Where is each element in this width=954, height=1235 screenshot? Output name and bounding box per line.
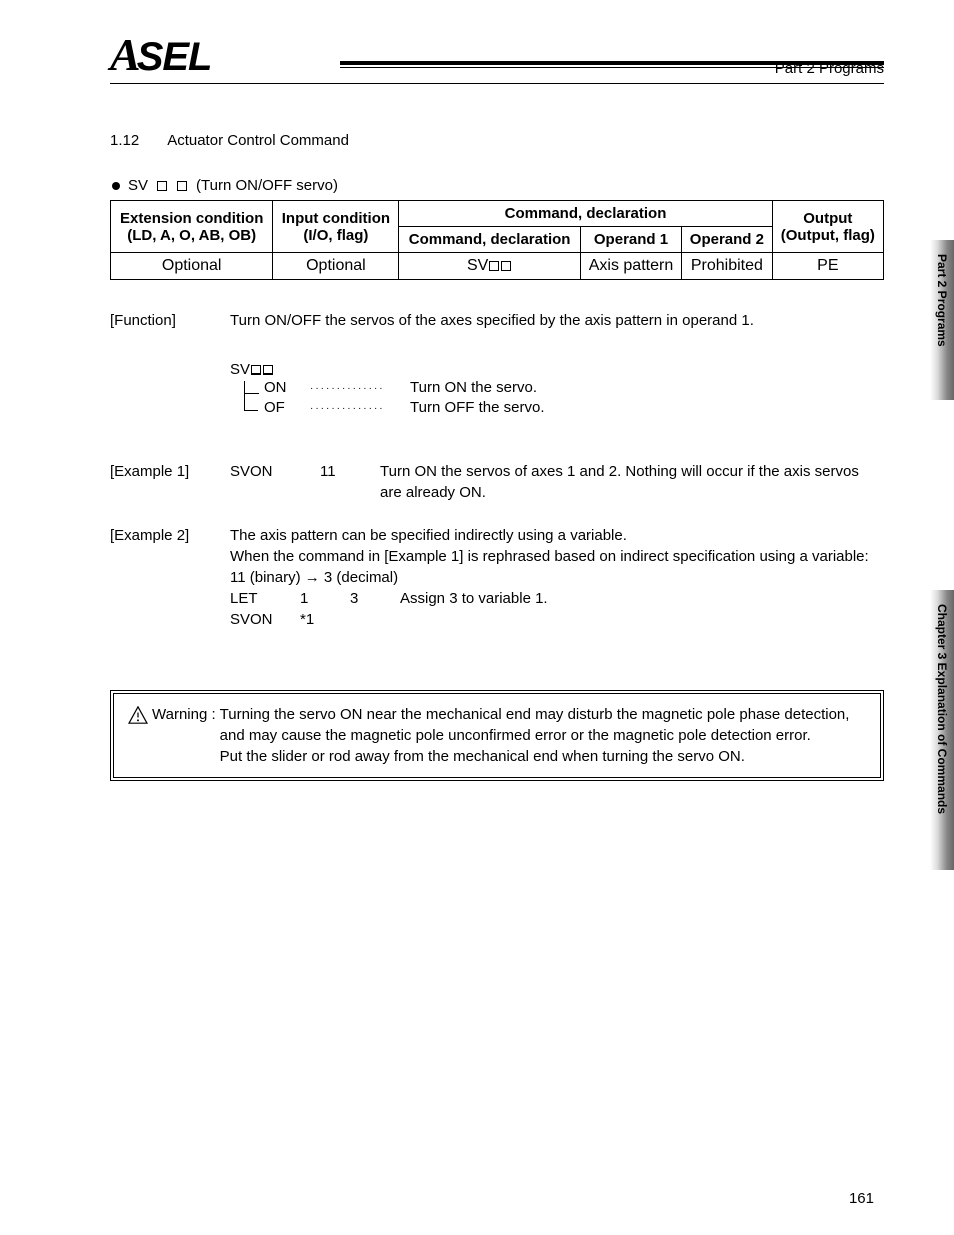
example2-line2: When the command in [Example 1] is rephr… [230,546,884,567]
bullet-suffix: (Turn ON/OFF servo) [196,177,338,194]
th-operand2: Operand 2 [682,227,773,253]
logo-letters-sel: SEL [137,35,212,80]
example2-block: [Example 2] The axis pattern can be spec… [110,525,884,630]
svon-arg1: *1 [300,609,350,630]
page-header: A SEL Part 2 Programs [110,28,884,84]
command-table: Extension condition (LD, A, O, AB, OB) I… [110,200,884,280]
th-extension: Extension condition (LD, A, O, AB, OB) [111,201,273,253]
warning-label: Warning : [152,704,216,767]
section-number: 1.12 [110,132,139,149]
let-cmd: LET [230,588,300,609]
example1-cmd: SVON [230,461,320,503]
page-content: A SEL Part 2 Programs 1.12 Actuator Cont… [0,0,954,781]
warning-line1: Turning the servo ON near the mechanical… [220,704,866,746]
branch-bracket-icon [244,381,258,411]
example2-svon-row: SVON *1 [230,609,884,630]
th-command-decl: Command, declaration [399,201,772,227]
warning-line2: Put the slider or rod away from the mech… [220,746,866,767]
example2-line1: The axis pattern can be specified indire… [230,525,884,546]
asel-logo: A SEL [110,28,211,81]
warning-text: Turning the servo ON near the mechanical… [220,704,866,767]
example2-label: [Example 2] [110,525,230,546]
let-arg1: 1 [300,588,350,609]
command-bullet: SV (Turn ON/OFF servo) [110,177,884,194]
placeholder-box-icon [177,181,187,191]
example1-arg: 11 [320,461,380,503]
example1-block: [Example 1] SVON 11 Turn ON the servos o… [110,461,884,503]
th-extension-sub: (LD, A, O, AB, OB) [117,227,266,244]
th-output-label: Output [779,210,877,227]
td-command-text: SV [467,257,488,274]
example2-let-row: LET 1 3 Assign 3 to variable 1. [230,588,884,609]
function-label: [Function] [110,310,230,331]
th-output: Output (Output, flag) [772,201,883,253]
svon-cmd: SVON [230,609,300,630]
bullet-prefix: SV [128,177,148,194]
section-name: Actuator Control Command [167,132,349,149]
td-input: Optional [273,253,399,280]
th-output-sub: (Output, flag) [779,227,877,244]
placeholder-box-icon [251,365,261,375]
let-desc: Assign 3 to variable 1. [400,588,884,609]
let-arg2: 3 [350,588,400,609]
example2-line3: 11 (binary) → 3 (decimal) [230,567,884,588]
leader-dots-icon: ·············· [310,383,385,394]
branch-on: ON [264,379,287,396]
header-rule [340,61,884,65]
placeholder-box-icon [263,365,273,375]
placeholder-box-icon [489,261,499,271]
sv-root: SV [230,361,274,378]
th-operand1: Operand 1 [580,227,681,253]
function-text: Turn ON/OFF the servos of the axes speci… [230,310,884,331]
logo-letter-a: A [110,28,139,81]
th-input-sub: (I/O, flag) [279,227,392,244]
td-output: PE [772,253,883,280]
td-command: SV [399,253,580,280]
warning-triangle-icon [128,706,148,724]
td-extension: Optional [111,253,273,280]
section-title: 1.12 Actuator Control Command [110,132,884,149]
leader-dots-icon: ·············· [310,403,385,414]
function-row: [Function] Turn ON/OFF the servos of the… [110,310,884,331]
example1-desc: Turn ON the servos of axes 1 and 2. Noth… [380,461,884,503]
branch-of-text: Turn OFF the servo. [410,399,544,416]
sv-root-text: SV [230,361,250,378]
td-operand2: Prohibited [682,253,773,280]
warning-box: Warning : Turning the servo ON near the … [110,690,884,781]
branch-on-text: Turn ON the servo. [410,379,537,396]
th-command: Command, declaration [399,227,580,253]
th-input-label: Input condition [279,210,392,227]
page-number: 161 [849,1190,874,1207]
placeholder-box-icon [157,181,167,191]
td-operand1: Axis pattern [580,253,681,280]
placeholder-box-icon [501,261,511,271]
th-input: Input condition (I/O, flag) [273,201,399,253]
example1-label: [Example 1] [110,461,230,503]
branch-of: OF [264,399,285,416]
th-extension-label: Extension condition [117,210,266,227]
sv-branch-diagram: SV ON OF ·············· ·············· T… [230,361,884,421]
